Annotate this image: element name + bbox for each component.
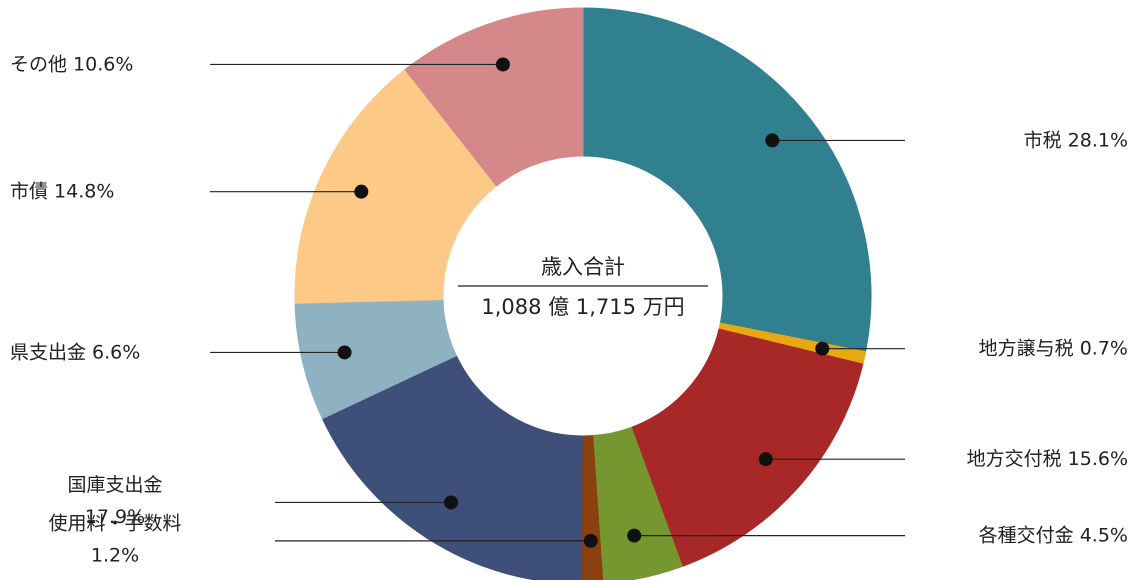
value-label: 6.6%	[92, 341, 140, 363]
value-label: 4.5%	[1080, 524, 1128, 546]
label-dot	[815, 341, 830, 356]
value-label: 10.6%	[73, 53, 133, 75]
category-label: 県支出金	[10, 341, 92, 363]
category-label: 地方交付税	[967, 448, 1068, 470]
label-dot	[354, 184, 369, 199]
category-label: 地方譲与税	[979, 337, 1080, 359]
label-dot	[444, 495, 459, 510]
data-label: 市税 28.1%	[1024, 129, 1128, 151]
center-text: 1,088 億 1,715 万円	[481, 295, 684, 319]
label-dot	[758, 452, 773, 467]
value-label: 28.1%	[1068, 129, 1128, 151]
label-dot	[627, 528, 642, 543]
label-dot	[583, 533, 598, 548]
data-label: 地方譲与税 0.7%	[979, 337, 1128, 359]
label-dot	[765, 133, 780, 148]
category-label: 使用料・手数料	[48, 512, 181, 534]
label-dot	[337, 345, 352, 360]
category-label: 市税	[1024, 129, 1068, 151]
value-label: 15.6%	[1068, 448, 1128, 470]
slice	[294, 68, 498, 304]
data-label: 各種交付金 4.5%	[979, 524, 1128, 546]
data-label: 県支出金 6.6%	[10, 341, 140, 363]
value-label: 14.8%	[54, 180, 114, 202]
category-label: 各種交付金	[979, 524, 1080, 546]
data-label: その他 10.6%	[10, 53, 133, 75]
slice	[582, 7, 872, 353]
data-label: 地方交付税 15.6%	[967, 448, 1128, 470]
slice	[404, 7, 584, 187]
data-label: 市債 14.8%	[10, 180, 114, 202]
slice	[630, 328, 864, 567]
category-label: その他	[10, 53, 73, 75]
category-label: 市債	[10, 180, 54, 202]
value-label: 1.2%	[91, 544, 139, 566]
value-label: 17.9%	[85, 506, 145, 528]
label-dot	[495, 57, 510, 72]
slices	[294, 7, 872, 580]
category-label: 国庫支出金	[67, 474, 162, 496]
center-title: 歳入合計	[541, 255, 625, 279]
value-label: 0.7%	[1080, 337, 1128, 359]
slice	[321, 354, 583, 580]
